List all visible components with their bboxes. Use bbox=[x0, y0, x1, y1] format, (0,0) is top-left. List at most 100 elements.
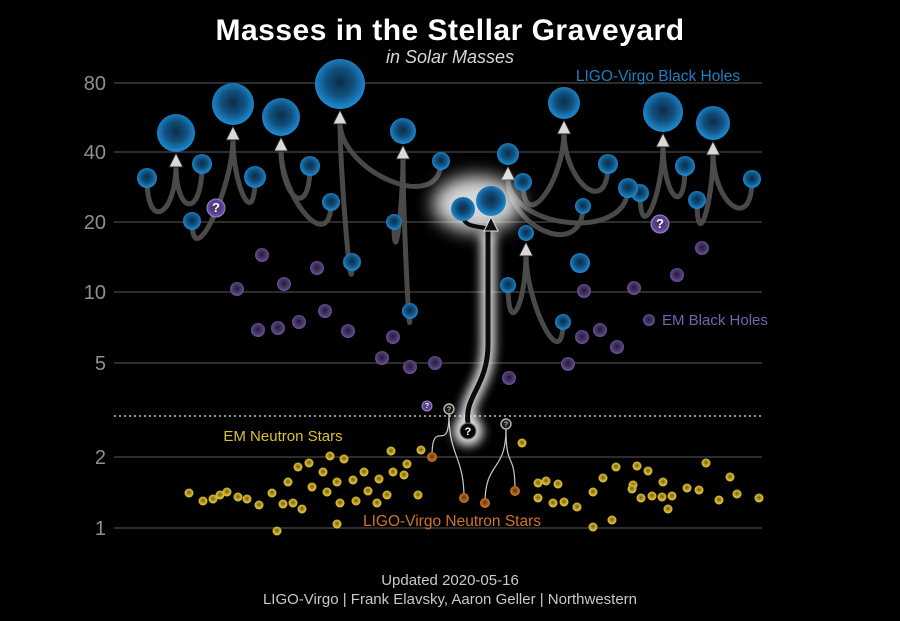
em-neutronstar-dot bbox=[657, 492, 667, 502]
lv-neutronstar-dot bbox=[427, 452, 437, 462]
highlight-arrow bbox=[483, 215, 499, 232]
bh-progenitor bbox=[675, 156, 695, 176]
em-neutronstar-dot bbox=[647, 491, 657, 501]
merger-arrow bbox=[556, 118, 572, 135]
em-neutronstar-dot bbox=[307, 482, 317, 492]
merger-curve bbox=[173, 161, 205, 207]
highlight-trail-glow bbox=[460, 231, 495, 425]
em-neutronstar-dot bbox=[572, 502, 582, 512]
em-neutronstar-dot bbox=[348, 475, 358, 485]
bh-progenitor bbox=[598, 154, 618, 174]
bh-progenitor bbox=[618, 178, 638, 198]
bh-standalone bbox=[570, 253, 590, 273]
em-neutronstar-dot bbox=[725, 472, 735, 482]
em-neutronstar-dot bbox=[533, 493, 543, 503]
em-neutronstar-dot bbox=[233, 492, 243, 502]
em-blackhole-dot bbox=[610, 340, 624, 354]
bh-merger-product bbox=[518, 225, 534, 241]
em-blackhole-dot bbox=[386, 330, 400, 344]
mystery-question-mark: ? bbox=[465, 426, 472, 438]
page-title: Masses in the Stellar Graveyard bbox=[215, 14, 685, 47]
em-blackhole-dot bbox=[292, 315, 306, 329]
em-blackhole-dot bbox=[575, 330, 589, 344]
y-tick-2: 2 bbox=[95, 447, 106, 469]
em-neutronstar-dot bbox=[667, 491, 677, 501]
bh-progenitor bbox=[183, 212, 201, 230]
em-blackhole-dot bbox=[318, 304, 332, 318]
merger-curve bbox=[278, 146, 334, 227]
legend-ligo-virgo-black-holes: LIGO-Virgo Black Holes bbox=[576, 68, 740, 85]
em-neutronstar-dot bbox=[701, 458, 711, 468]
y-tick-5: 5 bbox=[95, 353, 106, 375]
em-blackhole-dot bbox=[251, 323, 265, 337]
em-blackhole-dot bbox=[375, 351, 389, 365]
em-blackhole-dot bbox=[310, 261, 324, 275]
merger-curve bbox=[189, 135, 236, 241]
em-neutronstar-dot bbox=[198, 496, 208, 506]
em-neutronstar-dot bbox=[374, 474, 384, 484]
ns-merger-product bbox=[500, 418, 512, 430]
em-neutronstar-dot bbox=[372, 498, 382, 508]
bh-progenitor bbox=[432, 152, 450, 170]
em-neutronstar-dot bbox=[297, 504, 307, 514]
ns-product-question-mark: ? bbox=[504, 422, 508, 429]
merger-curve bbox=[694, 150, 716, 227]
uncertain-question-mark: ? bbox=[656, 216, 664, 231]
footer: Updated 2020-05-16 LIGO-Virgo | Frank El… bbox=[0, 571, 900, 609]
ns-merger-line bbox=[505, 428, 516, 492]
em-neutronstar-dot bbox=[318, 467, 328, 477]
legend-em-black-holes: EM Black Holes bbox=[662, 312, 768, 329]
em-blackhole-dot bbox=[577, 284, 591, 298]
em-neutronstar-dot bbox=[283, 477, 293, 487]
mystery-object bbox=[459, 422, 477, 440]
em-neutronstar-dot bbox=[588, 487, 598, 497]
y-tick-10: 10 bbox=[84, 282, 106, 304]
bh-progenitor bbox=[575, 198, 591, 214]
em-neutronstar-dot bbox=[636, 493, 646, 503]
em-neutronstar-dot bbox=[559, 497, 569, 507]
em-neutronstar-dot bbox=[627, 484, 637, 494]
em-neutronstar-dot bbox=[359, 467, 369, 477]
bh-progenitor bbox=[743, 170, 761, 188]
bh-merger-product bbox=[497, 143, 519, 165]
merger-curve bbox=[337, 119, 355, 277]
merger-curve bbox=[660, 142, 688, 200]
page-subtitle: in Solar Masses bbox=[385, 47, 515, 67]
ns-merger-line bbox=[448, 413, 465, 499]
em-neutronstar-dot bbox=[332, 477, 342, 487]
ns-merger-line bbox=[484, 428, 507, 504]
em-blackhole-dot bbox=[255, 248, 269, 262]
em-neutronstar-dot bbox=[402, 459, 412, 469]
em-neutronstar-dot bbox=[351, 496, 361, 506]
em-neutronstar-dot bbox=[714, 495, 724, 505]
em-neutronstar-dot bbox=[304, 458, 314, 468]
bh-progenitor bbox=[500, 277, 516, 293]
bh-progenitor bbox=[555, 314, 571, 330]
merger-arrow bbox=[273, 135, 289, 152]
bh-merger-product bbox=[262, 98, 300, 136]
em-neutronstar-dot bbox=[517, 438, 527, 448]
bh-merger-product bbox=[696, 106, 730, 140]
merger-arrow bbox=[395, 143, 411, 160]
em-blackhole-dot bbox=[695, 241, 709, 255]
bh-progenitor bbox=[137, 168, 157, 188]
bh-merger-product bbox=[212, 83, 254, 125]
updated-date: Updated 2020-05-16 bbox=[381, 572, 519, 589]
merger-arrow bbox=[168, 151, 184, 168]
em-blackhole-dot bbox=[277, 277, 291, 291]
em-neutronstar-dot bbox=[278, 499, 288, 509]
uncertain-object bbox=[421, 400, 433, 412]
y-tick-40: 40 bbox=[84, 142, 106, 164]
em-neutronstar-dot bbox=[242, 494, 252, 504]
uncertain-object bbox=[650, 214, 670, 234]
em-neutronstar-dot bbox=[254, 500, 264, 510]
highlight-bh-progenitor bbox=[451, 197, 475, 221]
merger-arrow bbox=[225, 124, 241, 141]
em-neutronstar-dot bbox=[399, 470, 409, 480]
em-neutronstar-dot bbox=[335, 498, 345, 508]
em-neutronstar-dot bbox=[588, 522, 598, 532]
ns-merger-line bbox=[431, 413, 450, 458]
em-neutronstar-dot bbox=[382, 490, 392, 500]
em-neutronstar-dot bbox=[267, 488, 277, 498]
